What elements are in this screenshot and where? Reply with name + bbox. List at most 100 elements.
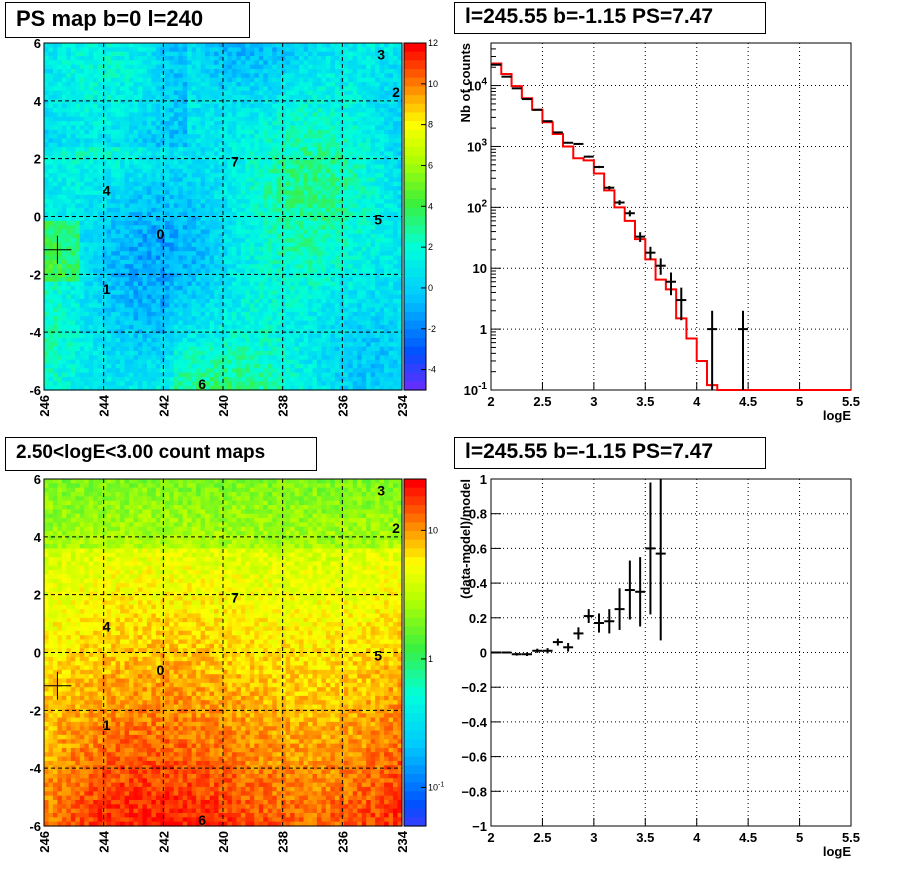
x-tick-label: 4.5 bbox=[739, 394, 757, 409]
y-tick-label: 1 bbox=[480, 472, 487, 487]
colorbar-swatch bbox=[404, 303, 426, 313]
x-tick-label: 2 bbox=[487, 830, 494, 845]
y-tick-label: 0.2 bbox=[469, 611, 487, 626]
colorbar-tick-label: 12 bbox=[428, 38, 438, 48]
x-tick-label: 242 bbox=[156, 831, 171, 853]
colorbar-swatch bbox=[404, 548, 426, 558]
colorbar-swatch bbox=[404, 129, 426, 140]
x-axis-label: logE bbox=[823, 408, 851, 423]
colorbar-swatch bbox=[404, 173, 426, 183]
colorbar-frame bbox=[403, 42, 427, 391]
source-label: 5 bbox=[374, 647, 382, 663]
x-tick-label: 3 bbox=[590, 830, 597, 845]
colorbar-swatch bbox=[404, 51, 426, 61]
colorbar-swatch bbox=[404, 329, 426, 339]
colorbar-swatch bbox=[404, 721, 426, 732]
ps-map-panel: 246 244 242 240 238 236 2346420-2-4-6327450161… bbox=[29, 36, 438, 417]
colorbar-tick-label: 10 bbox=[428, 525, 438, 535]
colorbar-frame bbox=[403, 478, 427, 827]
colorbar-tick-label: 6 bbox=[428, 160, 433, 170]
x-tick-label: 240 bbox=[216, 395, 231, 417]
source-label: 2 bbox=[392, 84, 400, 100]
colorbar-swatch bbox=[404, 86, 426, 96]
colorbar-swatch bbox=[404, 479, 426, 489]
source-label: 6 bbox=[198, 812, 206, 828]
residual-title: l=245.55 b=-1.15 PS=7.47 bbox=[454, 437, 766, 469]
colorbar-swatch bbox=[404, 259, 426, 270]
y-tick-label: 104 bbox=[467, 77, 487, 94]
colorbar-swatch bbox=[404, 337, 426, 348]
colorbar-swatch bbox=[404, 487, 426, 497]
x-tick-label: 5.5 bbox=[842, 394, 860, 409]
y-tick-label: -4 bbox=[29, 325, 41, 340]
colorbar-swatch bbox=[404, 103, 426, 113]
colorbar-swatch bbox=[404, 147, 426, 157]
colorbar-swatch bbox=[404, 320, 426, 330]
colorbar-swatch bbox=[404, 181, 426, 192]
colorbar-swatch bbox=[404, 268, 426, 278]
colorbar-swatch bbox=[404, 756, 426, 766]
colorbar-swatch bbox=[404, 669, 426, 680]
x-tick-label: 238 bbox=[276, 831, 291, 853]
ps-map-title: PS map b=0 l=240 bbox=[5, 2, 250, 38]
x-tick-label: 5 bbox=[796, 394, 803, 409]
y-tick-label: -2 bbox=[29, 267, 41, 282]
source-label: 4 bbox=[103, 618, 111, 634]
y-tick-label: 102 bbox=[467, 198, 487, 215]
y-tick-label: −0.2 bbox=[461, 680, 487, 695]
y-tick-label: -6 bbox=[29, 819, 41, 834]
source-label: 5 bbox=[374, 211, 382, 227]
y-tick-label: −0.8 bbox=[461, 784, 487, 799]
colorbar-swatch bbox=[404, 704, 426, 714]
colorbar-swatch bbox=[404, 652, 426, 662]
source-label: 2 bbox=[392, 520, 400, 536]
colorbar-swatch bbox=[404, 565, 426, 576]
y-tick-label: 10-1 bbox=[464, 381, 488, 398]
source-label: 0 bbox=[156, 662, 164, 678]
colorbar-swatch bbox=[404, 112, 426, 122]
colorbar-swatch bbox=[404, 583, 426, 593]
colorbar-swatch bbox=[404, 381, 426, 391]
x-tick-label: 5 bbox=[796, 830, 803, 845]
colorbar-swatch bbox=[404, 765, 426, 775]
x-tick-label: 240 bbox=[216, 831, 231, 853]
colorbar-swatch bbox=[404, 739, 426, 749]
colorbar-swatch bbox=[404, 557, 426, 567]
y-axis-label: (data-model)/model bbox=[458, 479, 473, 599]
colorbar-swatch bbox=[404, 164, 426, 174]
y-tick-label: 6 bbox=[34, 36, 41, 51]
heatmap-cells bbox=[44, 43, 403, 391]
source-label: 6 bbox=[198, 376, 206, 392]
y-tick-label: 1 bbox=[480, 322, 487, 337]
y-tick-label: 0 bbox=[480, 646, 487, 661]
colorbar-swatch bbox=[404, 285, 426, 296]
y-tick-label: 103 bbox=[467, 137, 487, 154]
colorbar-swatch bbox=[404, 294, 426, 304]
x-tick-label: 246 bbox=[37, 395, 52, 417]
source-label: 1 bbox=[103, 717, 111, 733]
colorbar-swatch bbox=[404, 95, 426, 105]
x-tick-label: 234 bbox=[395, 394, 410, 416]
colorbar-swatch bbox=[404, 600, 426, 610]
colorbar-swatch bbox=[404, 251, 426, 261]
count-map-title: 2.50<logE<3.00 count maps bbox=[5, 437, 317, 471]
x-tick-label: 236 bbox=[335, 395, 350, 417]
colorbar-tick-label: 10 bbox=[428, 79, 438, 89]
y-tick-label: −0.4 bbox=[461, 715, 487, 730]
y-tick-label: 0 bbox=[34, 646, 41, 661]
colorbar-swatch bbox=[404, 346, 426, 356]
colorbar-swatch bbox=[404, 225, 426, 235]
colorbar-swatch bbox=[404, 808, 426, 818]
colorbar-swatch bbox=[404, 626, 426, 636]
colorbar-swatch bbox=[404, 363, 426, 374]
y-tick-label: -2 bbox=[29, 703, 41, 718]
x-tick-label: 2.5 bbox=[533, 830, 551, 845]
colorbar-swatch bbox=[404, 591, 426, 602]
colorbar-tick-label: 4 bbox=[428, 201, 433, 211]
colorbar-swatch bbox=[404, 355, 426, 365]
x-tick-label: 3.5 bbox=[636, 394, 654, 409]
colorbar-tick-label: 8 bbox=[428, 120, 433, 130]
colorbar-swatch bbox=[404, 233, 426, 244]
